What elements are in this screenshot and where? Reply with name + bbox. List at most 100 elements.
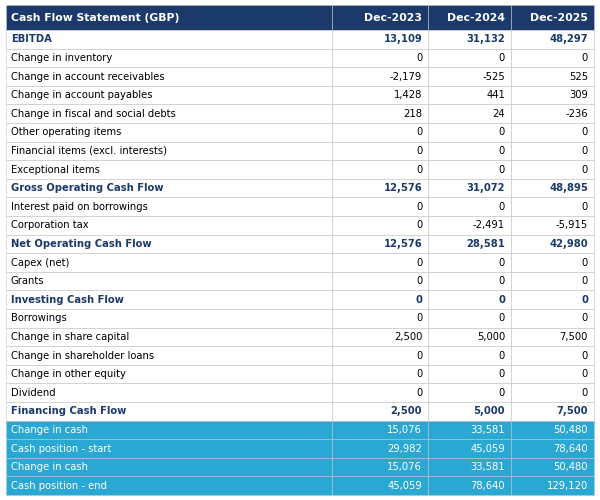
FancyBboxPatch shape	[428, 309, 511, 328]
Text: 33,581: 33,581	[470, 425, 505, 435]
FancyBboxPatch shape	[6, 328, 332, 346]
Text: 0: 0	[581, 294, 588, 304]
Text: 33,581: 33,581	[470, 462, 505, 472]
FancyBboxPatch shape	[428, 86, 511, 104]
Text: 0: 0	[582, 314, 588, 324]
Text: 12,576: 12,576	[383, 183, 422, 193]
Text: Change in share capital: Change in share capital	[11, 332, 129, 342]
FancyBboxPatch shape	[6, 290, 332, 309]
FancyBboxPatch shape	[511, 420, 594, 439]
FancyBboxPatch shape	[428, 365, 511, 384]
Text: Change in cash: Change in cash	[11, 425, 88, 435]
FancyBboxPatch shape	[511, 309, 594, 328]
FancyBboxPatch shape	[6, 309, 332, 328]
FancyBboxPatch shape	[6, 346, 332, 365]
FancyBboxPatch shape	[511, 254, 594, 272]
FancyBboxPatch shape	[511, 458, 594, 476]
Text: 0: 0	[416, 388, 422, 398]
FancyBboxPatch shape	[332, 234, 428, 254]
Text: Dec-2023: Dec-2023	[364, 12, 422, 22]
Text: 2,500: 2,500	[391, 406, 422, 416]
Text: -236: -236	[565, 109, 588, 119]
FancyBboxPatch shape	[511, 402, 594, 420]
FancyBboxPatch shape	[332, 30, 428, 48]
FancyBboxPatch shape	[332, 384, 428, 402]
FancyBboxPatch shape	[6, 234, 332, 254]
Text: 0: 0	[416, 128, 422, 138]
FancyBboxPatch shape	[332, 254, 428, 272]
FancyBboxPatch shape	[428, 328, 511, 346]
Text: 0: 0	[582, 202, 588, 212]
FancyBboxPatch shape	[511, 328, 594, 346]
FancyBboxPatch shape	[428, 439, 511, 458]
Text: 0: 0	[582, 146, 588, 156]
Text: 0: 0	[416, 314, 422, 324]
FancyBboxPatch shape	[428, 216, 511, 234]
FancyBboxPatch shape	[511, 179, 594, 198]
FancyBboxPatch shape	[6, 420, 332, 439]
FancyBboxPatch shape	[6, 48, 332, 68]
Text: 5,000: 5,000	[473, 406, 505, 416]
Text: 45,059: 45,059	[388, 480, 422, 490]
Text: 31,132: 31,132	[466, 34, 505, 44]
FancyBboxPatch shape	[6, 365, 332, 384]
Text: 129,120: 129,120	[547, 480, 588, 490]
FancyBboxPatch shape	[6, 160, 332, 179]
Text: 48,895: 48,895	[549, 183, 588, 193]
Text: 50,480: 50,480	[554, 425, 588, 435]
FancyBboxPatch shape	[428, 48, 511, 68]
Text: EBITDA: EBITDA	[11, 34, 52, 44]
Text: 15,076: 15,076	[388, 462, 422, 472]
FancyBboxPatch shape	[332, 48, 428, 68]
FancyBboxPatch shape	[6, 439, 332, 458]
Text: 0: 0	[499, 258, 505, 268]
Text: Change in fiscal and social debts: Change in fiscal and social debts	[11, 109, 176, 119]
Text: 2,500: 2,500	[394, 332, 422, 342]
Text: Investing Cash Flow: Investing Cash Flow	[11, 294, 124, 304]
Text: 15,076: 15,076	[388, 425, 422, 435]
FancyBboxPatch shape	[511, 160, 594, 179]
FancyBboxPatch shape	[428, 142, 511, 161]
Text: 0: 0	[416, 164, 422, 174]
Text: Financing Cash Flow: Financing Cash Flow	[11, 406, 126, 416]
FancyBboxPatch shape	[6, 123, 332, 142]
Text: -2,179: -2,179	[390, 72, 422, 82]
Text: 78,640: 78,640	[553, 444, 588, 454]
FancyBboxPatch shape	[6, 68, 332, 86]
FancyBboxPatch shape	[428, 402, 511, 420]
FancyBboxPatch shape	[332, 142, 428, 161]
FancyBboxPatch shape	[428, 458, 511, 476]
FancyBboxPatch shape	[511, 384, 594, 402]
FancyBboxPatch shape	[428, 346, 511, 365]
FancyBboxPatch shape	[6, 254, 332, 272]
FancyBboxPatch shape	[428, 254, 511, 272]
Text: 48,297: 48,297	[550, 34, 588, 44]
Text: 29,982: 29,982	[388, 444, 422, 454]
FancyBboxPatch shape	[332, 160, 428, 179]
FancyBboxPatch shape	[6, 216, 332, 234]
Text: 7,500: 7,500	[560, 332, 588, 342]
Text: 13,109: 13,109	[383, 34, 422, 44]
FancyBboxPatch shape	[428, 384, 511, 402]
FancyBboxPatch shape	[428, 30, 511, 48]
Text: 0: 0	[416, 258, 422, 268]
Text: Borrowings: Borrowings	[11, 314, 67, 324]
FancyBboxPatch shape	[428, 272, 511, 290]
FancyBboxPatch shape	[428, 198, 511, 216]
FancyBboxPatch shape	[511, 86, 594, 104]
Text: 0: 0	[498, 294, 505, 304]
FancyBboxPatch shape	[511, 68, 594, 86]
Text: 0: 0	[582, 276, 588, 286]
Text: Cash Flow Statement (GBP): Cash Flow Statement (GBP)	[11, 12, 179, 22]
FancyBboxPatch shape	[6, 142, 332, 161]
Text: 0: 0	[416, 276, 422, 286]
FancyBboxPatch shape	[332, 5, 428, 30]
Text: Change in cash: Change in cash	[11, 462, 88, 472]
Text: 525: 525	[569, 72, 588, 82]
Text: 28,581: 28,581	[466, 239, 505, 249]
Text: Interest paid on borrowings: Interest paid on borrowings	[11, 202, 148, 212]
Text: 0: 0	[582, 369, 588, 379]
FancyBboxPatch shape	[332, 68, 428, 86]
FancyBboxPatch shape	[332, 272, 428, 290]
FancyBboxPatch shape	[6, 30, 332, 48]
